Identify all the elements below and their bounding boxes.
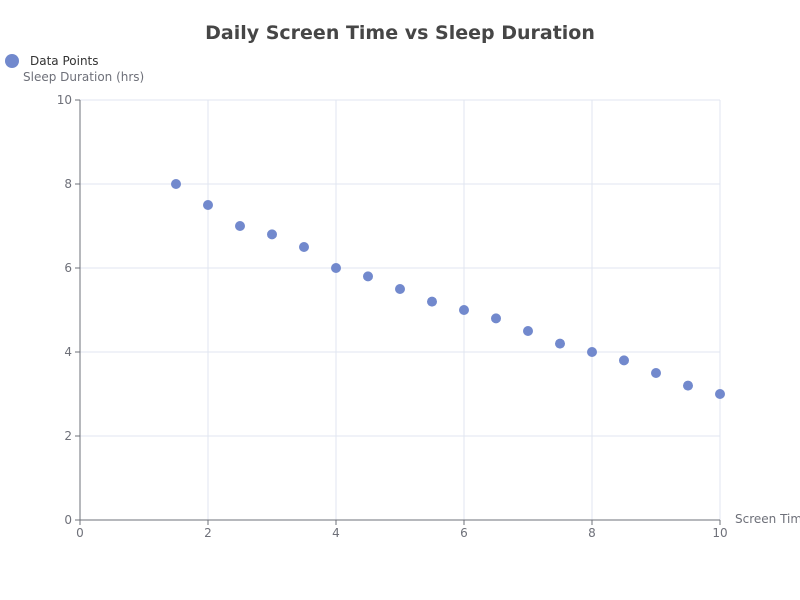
y-tick-label: 4	[64, 345, 72, 359]
data-point[interactable]	[619, 355, 629, 366]
x-tick-label: 8	[588, 526, 596, 540]
data-point[interactable]	[651, 368, 661, 378]
legend[interactable]: Data Points	[5, 54, 99, 68]
y-tick-label: 10	[57, 93, 72, 107]
data-point[interactable]	[523, 326, 533, 336]
data-point[interactable]	[587, 347, 597, 357]
data-point[interactable]	[555, 338, 565, 349]
data-point[interactable]	[491, 313, 501, 324]
y-tick-label: 0	[64, 513, 72, 527]
x-axis-label: Screen Time	[735, 512, 800, 526]
legend-label: Data Points	[30, 54, 99, 68]
data-points	[171, 179, 725, 399]
y-axis-label: Sleep Duration (hrs)	[23, 70, 144, 84]
x-tick-label: 6	[460, 526, 468, 540]
y-tick-label: 2	[64, 429, 72, 443]
x-tick-label: 0	[76, 526, 84, 540]
data-point[interactable]	[459, 305, 469, 315]
data-point[interactable]	[683, 380, 693, 391]
x-tick-label: 4	[332, 526, 340, 540]
data-point[interactable]	[171, 179, 181, 189]
y-tick-label: 6	[64, 261, 72, 275]
x-tick-label: 2	[204, 526, 212, 540]
x-tick-labels: 0 2 4 6 8 10	[76, 526, 727, 540]
y-tick-label: 8	[64, 177, 72, 191]
data-point[interactable]	[363, 271, 373, 282]
data-point[interactable]	[267, 229, 277, 240]
y-tick-labels: 0 2 4 6 8 10	[57, 93, 72, 527]
chart-title: Daily Screen Time vs Sleep Duration	[205, 22, 595, 44]
data-point[interactable]	[427, 296, 437, 307]
data-point[interactable]	[331, 263, 341, 273]
x-tick-label: 10	[712, 526, 727, 540]
data-point[interactable]	[715, 389, 725, 399]
legend-marker	[5, 54, 19, 68]
data-point[interactable]	[235, 221, 245, 231]
data-point[interactable]	[299, 242, 309, 252]
data-point[interactable]	[203, 200, 213, 210]
axes	[75, 99, 721, 525]
data-point[interactable]	[395, 284, 405, 294]
grid	[80, 99, 721, 520]
